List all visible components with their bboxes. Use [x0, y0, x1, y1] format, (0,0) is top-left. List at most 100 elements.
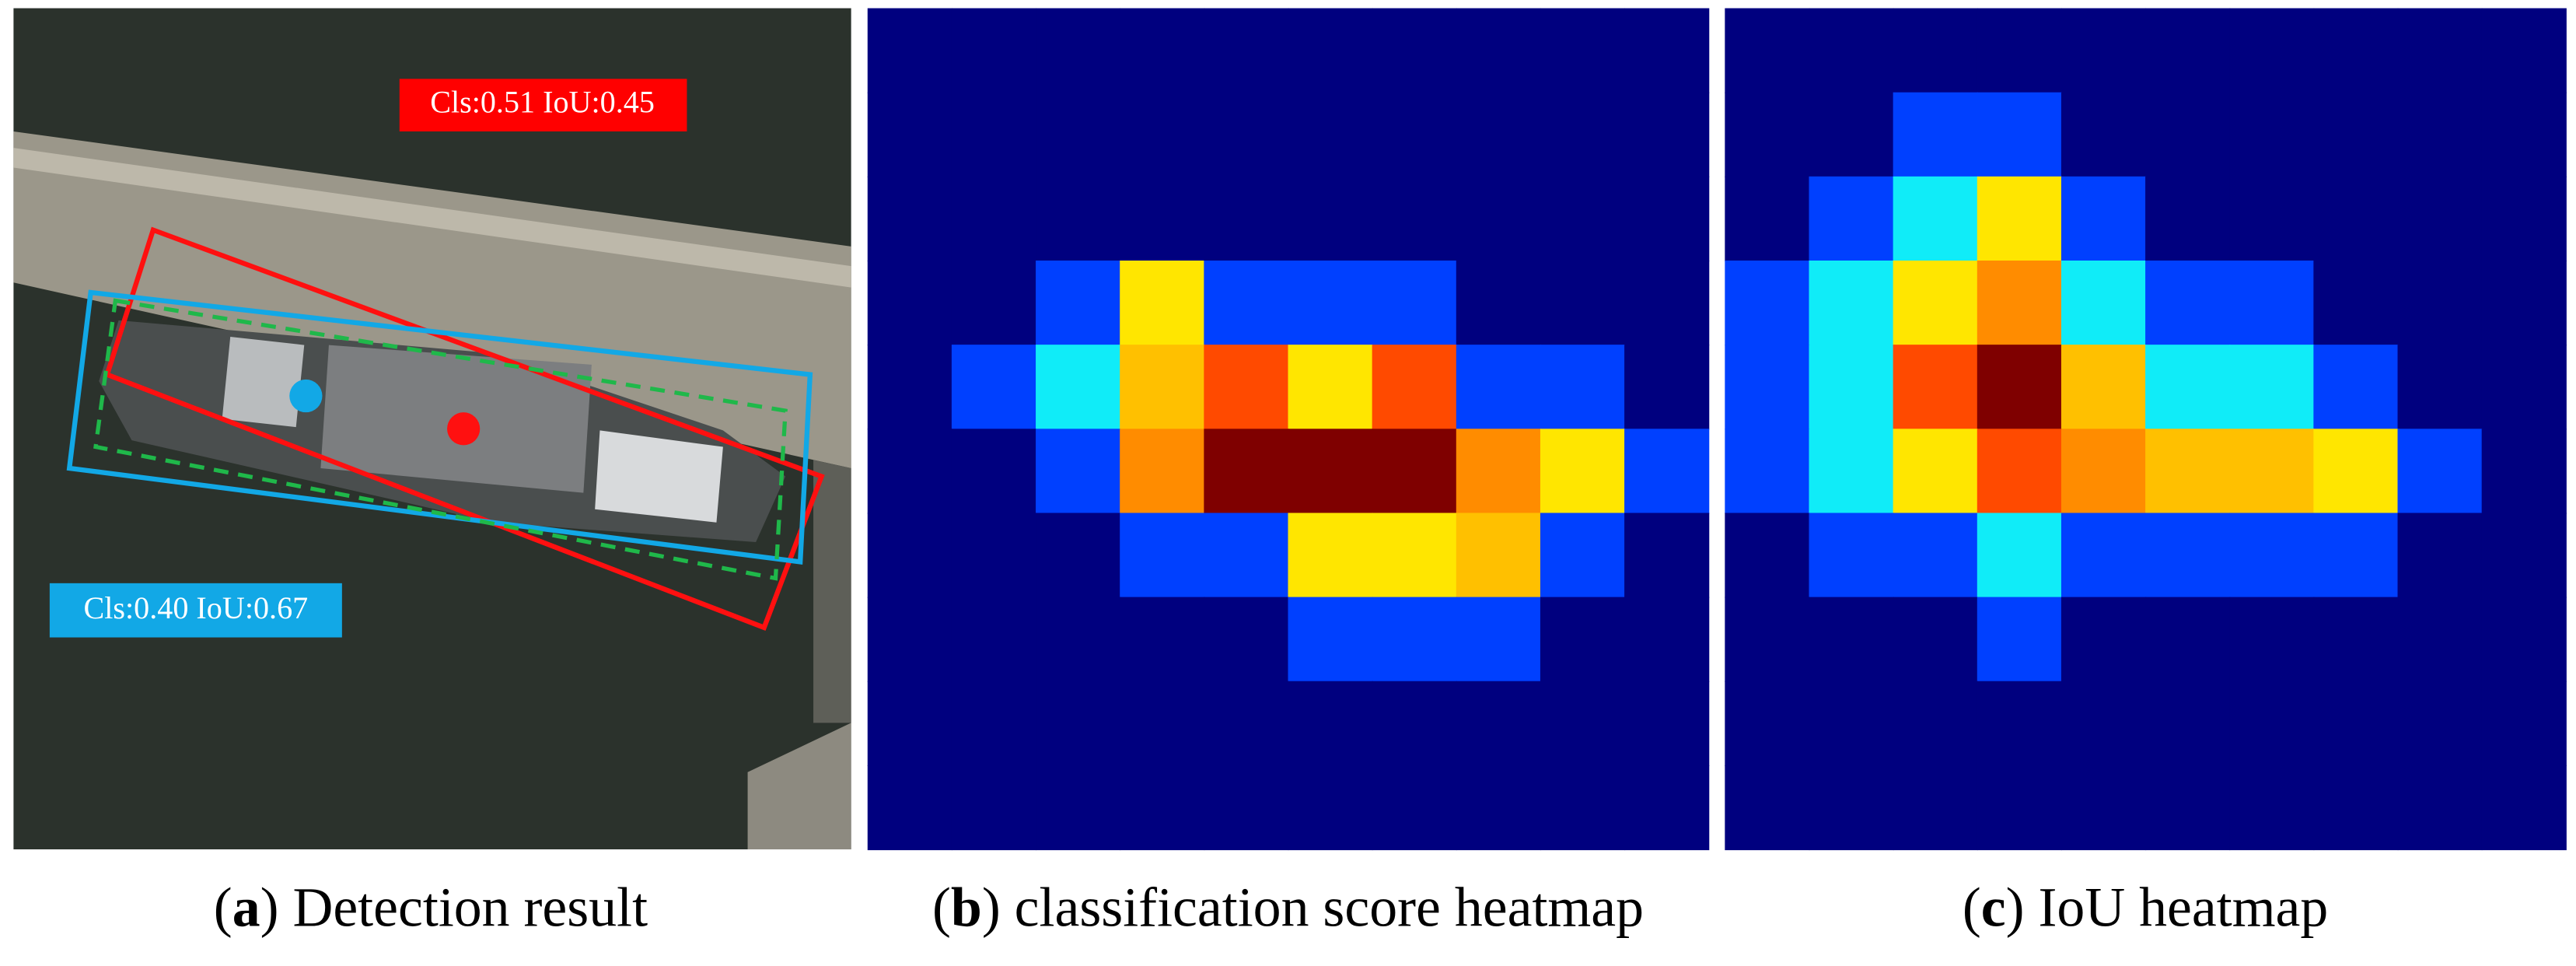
caption-part: b: [951, 877, 982, 939]
heat-cell: [1036, 765, 1121, 851]
heat-cell: [1204, 597, 1289, 682]
heat-cell: [2481, 8, 2567, 93]
heat-cell: [951, 681, 1037, 766]
heat-cell: [1977, 681, 2063, 766]
caption-part: (: [932, 877, 951, 939]
heat-cell: [2060, 92, 2147, 177]
heat-cell: [2060, 345, 2147, 430]
heat-cell: [2397, 513, 2483, 598]
heat-cell: [2229, 597, 2315, 682]
heat-cell: [1809, 681, 1894, 766]
heat-cell: [1288, 176, 1373, 262]
heat-cell: [1540, 345, 1626, 430]
heat-cell: [1977, 261, 2063, 346]
heat-cell: [1624, 8, 1710, 93]
heat-cell: [1725, 429, 1810, 514]
heat-cell: [1204, 92, 1289, 177]
heat-cell: [2397, 765, 2483, 851]
heat-cell: [1624, 513, 1710, 598]
heat-cell: [1893, 765, 1978, 851]
heat-cell: [2145, 8, 2231, 93]
heat-cell: [1809, 176, 1894, 262]
heat-cell: [2397, 92, 2483, 177]
heat-cell: [1456, 92, 1541, 177]
heat-cell: [1624, 597, 1710, 682]
heat-cell: [2397, 345, 2483, 430]
heat-cell: [1725, 261, 1810, 346]
heat-cell: [1372, 429, 1457, 514]
heat-cell: [2229, 261, 2315, 346]
heat-cell: [1977, 765, 2063, 851]
heat-cell: [1372, 8, 1457, 93]
heat-cell: [1540, 92, 1626, 177]
caption-part: c: [1981, 877, 2006, 939]
heat-cell: [1725, 597, 1810, 682]
heat-cell: [1288, 597, 1373, 682]
heat-cell: [1456, 429, 1541, 514]
caption-part: a: [232, 877, 260, 939]
heat-cell: [951, 429, 1037, 514]
heat-cell: [2313, 261, 2399, 346]
heat-cell: [1977, 8, 2063, 93]
heat-cell: [1624, 429, 1710, 514]
caption: (b) classification score heatmap: [932, 877, 1644, 939]
heat-cell: [951, 92, 1037, 177]
heat-cell: [2145, 176, 2231, 262]
heat-cell: [2145, 345, 2231, 430]
heat-cell: [1036, 8, 1121, 93]
caption-part: (: [1963, 877, 1981, 939]
heat-cell: [2060, 681, 2147, 766]
heat-cell: [1120, 429, 1205, 514]
caption: (a) Detection result: [214, 877, 648, 939]
heat-cell: [1725, 8, 1810, 93]
heat-cell: [1725, 176, 1810, 262]
heat-cell: [1288, 429, 1373, 514]
detection-label: Cls:0.51 IoU:0.45: [430, 84, 655, 119]
heat-cell: [1372, 92, 1457, 177]
heat-cell: [1893, 513, 1978, 598]
heat-cell: [1288, 513, 1373, 598]
heat-cell: [2060, 597, 2147, 682]
heat-cell: [1540, 429, 1626, 514]
heat-cell: [2060, 513, 2147, 598]
heat-cell: [2313, 176, 2399, 262]
heat-cell: [2060, 261, 2147, 346]
heat-cell: [1456, 597, 1541, 682]
heat-cell: [951, 513, 1037, 598]
heat-cell: [2145, 92, 2231, 177]
heat-cell: [2313, 345, 2399, 430]
heat-cell: [1809, 765, 1894, 851]
heat-cell: [1977, 513, 2063, 598]
heat-cell: [1540, 261, 1626, 346]
heat-cell: [1624, 92, 1710, 177]
heat-cell: [1624, 176, 1710, 262]
heat-cell: [1036, 176, 1121, 262]
heat-cell: [1120, 8, 1205, 93]
heat-cell: [1372, 597, 1457, 682]
heat-cell: [867, 429, 952, 514]
heat-cell: [867, 597, 952, 682]
caption-part: ) Detection result: [260, 877, 648, 939]
heat-cell: [2229, 8, 2315, 93]
heat-cell: [951, 8, 1037, 93]
heat-cell: [1456, 8, 1541, 93]
label-box: [49, 583, 342, 638]
heat-cell: [1204, 261, 1289, 346]
heat-cell: [2397, 261, 2483, 346]
heat-cell: [1540, 597, 1626, 682]
heat-cell: [1456, 765, 1541, 851]
heat-cell: [1204, 429, 1289, 514]
caption-part: (: [214, 877, 232, 939]
heat-cell: [1036, 261, 1121, 346]
heat-cell: [2229, 345, 2315, 430]
heat-cell: [1540, 8, 1626, 93]
heat-cell: [951, 261, 1037, 346]
heat-cell: [867, 681, 952, 766]
heat-cell: [1204, 345, 1289, 430]
heat-cell: [2313, 8, 2399, 93]
heat-cell: [1893, 681, 1978, 766]
heat-cell: [1893, 176, 1978, 262]
caption-part: ) classification score heatmap: [982, 877, 1644, 939]
heat-cell: [2481, 597, 2567, 682]
